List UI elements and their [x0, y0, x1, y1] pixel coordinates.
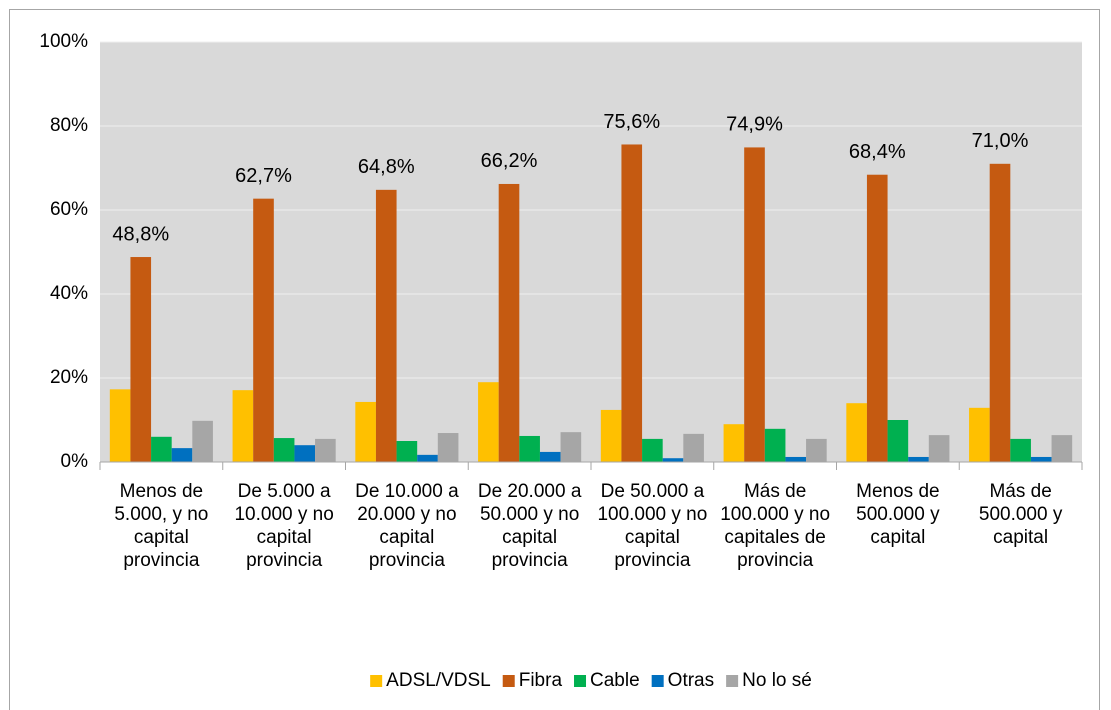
bar	[866, 174, 888, 462]
data-label: 68,4%	[849, 141, 906, 163]
bar	[396, 441, 418, 462]
bar	[928, 435, 950, 462]
bar	[417, 454, 438, 462]
bar	[806, 438, 827, 462]
bar	[1010, 438, 1031, 462]
bar	[151, 436, 172, 462]
legend-swatch	[651, 675, 664, 687]
bar	[109, 389, 131, 462]
bar	[764, 428, 786, 462]
legend-label: Otras	[668, 670, 714, 691]
bar	[908, 456, 929, 462]
legend-label: ADSL/VDSL	[386, 670, 491, 691]
bar	[723, 424, 745, 462]
bar	[355, 401, 376, 462]
data-label: 75,6%	[603, 111, 660, 133]
y-tick-label: 60%	[50, 199, 88, 220]
bar	[621, 144, 643, 463]
bar	[969, 407, 990, 462]
bar	[744, 147, 765, 463]
data-label: 48,8%	[112, 223, 169, 245]
bar	[683, 433, 704, 462]
data-label: 71,0%	[972, 130, 1029, 152]
legend-label: Fibra	[519, 670, 563, 691]
chart-frame	[9, 9, 1100, 710]
bar	[478, 382, 499, 462]
bar	[192, 420, 213, 462]
bar	[294, 445, 316, 462]
x-tick-label: De 50.000 a 100.000 y no capital provinc…	[597, 481, 708, 571]
bar	[273, 438, 295, 462]
bar	[642, 438, 663, 462]
bar	[1030, 456, 1052, 462]
bar	[662, 458, 684, 462]
bar	[600, 409, 622, 462]
bar	[539, 451, 561, 462]
bar	[253, 198, 274, 462]
bar	[130, 257, 152, 462]
x-tick-label: Más de 500.000 y capital	[978, 481, 1063, 548]
x-tick-label: Más de 100.000 y no capitales de provinc…	[720, 481, 831, 571]
legend-swatch	[574, 675, 587, 687]
bar	[519, 435, 540, 462]
y-tick-label: 80%	[50, 115, 88, 136]
legend-swatch	[726, 675, 739, 687]
bar	[315, 438, 336, 462]
bar	[846, 403, 867, 462]
legend-label: No lo sé	[742, 670, 812, 691]
data-label: 74,9%	[726, 114, 783, 136]
bar	[887, 420, 909, 462]
bar	[1051, 435, 1073, 462]
bar	[498, 183, 520, 462]
legend-swatch	[370, 675, 383, 687]
legend-label: Cable	[590, 670, 640, 691]
bar	[375, 189, 397, 462]
y-tick-label: 100%	[39, 31, 88, 52]
bar	[989, 163, 1011, 463]
bar	[171, 448, 193, 462]
y-tick-label: 20%	[50, 367, 88, 388]
y-tick-label: 0%	[61, 451, 89, 472]
bar	[785, 456, 807, 462]
x-tick-label: Menos de 500.000 y capital	[856, 481, 940, 548]
x-tick-label: Menos de 5.000, y no capital provincia	[114, 481, 209, 571]
bar	[437, 433, 459, 462]
bar	[560, 432, 582, 462]
data-label: 62,7%	[235, 165, 292, 187]
x-tick-label: De 5.000 a 10.000 y no capital provincia	[234, 481, 334, 571]
x-tick-label: De 20.000 a 50.000 y no capital provinci…	[477, 481, 582, 571]
x-tick-label: De 10.000 a 20.000 y no capital provinci…	[355, 481, 459, 571]
bar	[232, 390, 254, 462]
legend-swatch	[502, 675, 515, 687]
y-tick-label: 40%	[50, 283, 88, 304]
data-label: 64,8%	[358, 156, 415, 178]
data-label: 66,2%	[481, 150, 538, 172]
